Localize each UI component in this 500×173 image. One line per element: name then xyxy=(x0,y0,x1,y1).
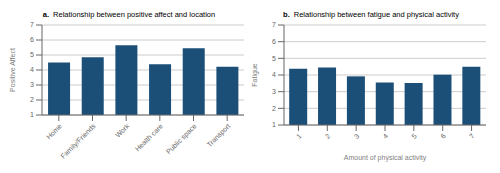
svg-text:5: 5 xyxy=(272,55,276,62)
svg-text:2: 2 xyxy=(324,132,332,140)
svg-text:5: 5 xyxy=(30,51,34,58)
svg-text:3: 3 xyxy=(272,88,276,95)
svg-text:2: 2 xyxy=(272,105,276,112)
svg-text:6: 6 xyxy=(439,132,447,140)
svg-text:1: 1 xyxy=(30,111,34,118)
svg-text:Amount of physical activity: Amount of physical activity xyxy=(344,154,427,162)
svg-text:2: 2 xyxy=(30,96,34,103)
svg-text:1: 1 xyxy=(272,121,276,128)
svg-text:4: 4 xyxy=(30,66,34,73)
svg-text:4: 4 xyxy=(272,71,276,78)
svg-text:1: 1 xyxy=(295,132,303,140)
svg-text:7: 7 xyxy=(468,132,476,140)
svg-text:Home: Home xyxy=(45,122,63,140)
svg-text:3: 3 xyxy=(30,81,34,88)
svg-text:7: 7 xyxy=(30,21,34,28)
svg-text:3: 3 xyxy=(353,132,361,140)
svg-text:6: 6 xyxy=(272,38,276,45)
svg-text:6: 6 xyxy=(30,36,34,43)
svg-text:4: 4 xyxy=(382,132,390,140)
svg-text:Positive Affect: Positive Affect xyxy=(9,48,16,92)
svg-text:Family/Friends: Family/Friends xyxy=(59,122,97,160)
svg-text:Public space: Public space xyxy=(165,122,199,156)
svg-text:7: 7 xyxy=(272,21,276,28)
html-text:a. Relationship between positi: a. Relationship between positive affect … xyxy=(42,10,216,19)
svg-text:Fatigue: Fatigue xyxy=(251,63,259,86)
svg-text:5: 5 xyxy=(410,132,418,140)
svg-text:Work: Work xyxy=(114,122,131,139)
html-text:b. Relationship between fatigu: b. Relationship between fatigue and phys… xyxy=(283,10,459,19)
svg-text:Transport: Transport xyxy=(205,122,232,149)
svg-text:Health care: Health care xyxy=(134,122,164,152)
